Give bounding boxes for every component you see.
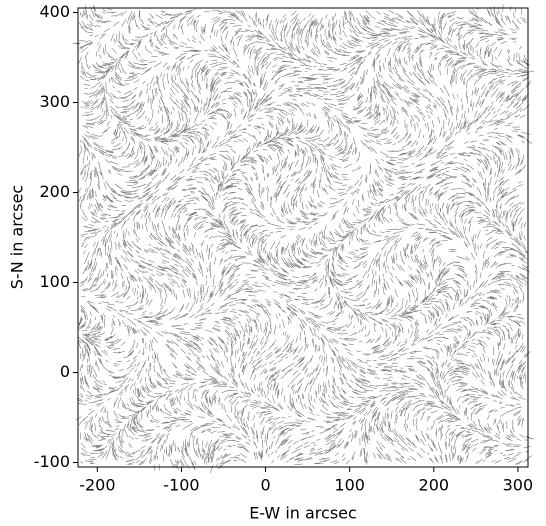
y-tick-label: 0 (60, 362, 70, 381)
plot-frame (77, 7, 529, 468)
x-tick-label: 100 (334, 476, 365, 495)
x-tick-label: 300 (503, 476, 534, 495)
field-texture (72, 4, 535, 473)
y-tick-label: 400 (39, 2, 70, 21)
x-tick-label: -100 (163, 476, 199, 495)
x-tick-label: 200 (419, 476, 450, 495)
y-axis-label: S-N in arcsec (8, 185, 27, 289)
field-strokes (72, 4, 535, 473)
x-axis-label: E-W in arcsec (249, 504, 357, 523)
x-tick-label: -200 (79, 476, 115, 495)
y-tick-label: 300 (39, 92, 70, 111)
x-tick-label: 0 (260, 476, 270, 495)
y-tick-label: 200 (39, 182, 70, 201)
y-tick-label: -100 (34, 452, 70, 471)
y-tick-label: 100 (39, 272, 70, 291)
